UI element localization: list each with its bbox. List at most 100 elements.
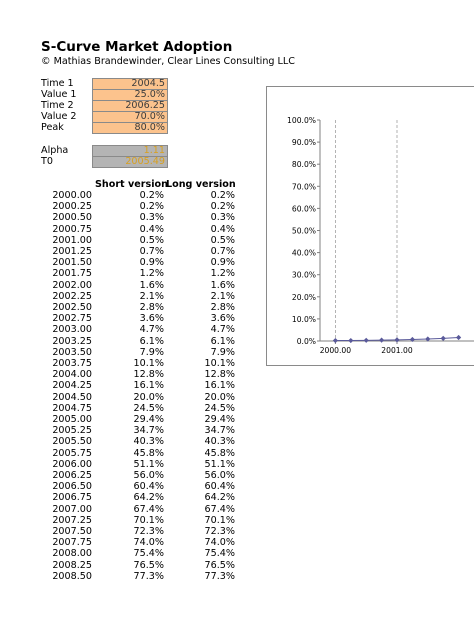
long-value-cell: 1.6% bbox=[210, 279, 235, 291]
time-cell: 2003.25 bbox=[52, 335, 92, 347]
short-value-cell: 34.7% bbox=[133, 425, 164, 437]
long-value-cell: 70.1% bbox=[204, 514, 235, 526]
time-cell: 2001.00 bbox=[52, 234, 92, 246]
table-row: 2004.50 20.0% 20.0% bbox=[0, 392, 260, 403]
short-value-cell: 60.4% bbox=[133, 481, 164, 493]
table-row: 2000.00 0.2% 0.2% bbox=[0, 190, 260, 201]
time-cell: 2007.50 bbox=[52, 526, 92, 537]
column-header-long: Long version bbox=[166, 179, 236, 190]
column-header-short: Short version bbox=[95, 179, 168, 190]
short-value-cell: 77.3% bbox=[133, 570, 164, 582]
short-value-cell: 0.2% bbox=[139, 190, 164, 201]
long-value-cell: 0.4% bbox=[210, 223, 235, 235]
long-value-cell: 67.4% bbox=[204, 503, 235, 515]
y-tick-label: 30.0% bbox=[292, 271, 316, 280]
short-value-cell: 0.7% bbox=[139, 246, 164, 257]
long-value-cell: 56.0% bbox=[204, 470, 235, 481]
time-cell: 2003.00 bbox=[52, 324, 92, 336]
data-point-marker bbox=[409, 336, 415, 343]
time-cell: 2004.50 bbox=[52, 391, 92, 403]
table-row: 2006.00 51.1% 51.1% bbox=[0, 459, 260, 470]
time-cell: 2007.25 bbox=[52, 514, 92, 526]
time-cell: 2006.00 bbox=[52, 458, 92, 470]
time-cell: 2006.50 bbox=[52, 481, 92, 493]
data-point-marker bbox=[332, 337, 338, 344]
computed-label-t0: T0 bbox=[41, 156, 53, 167]
time-cell: 2007.00 bbox=[52, 503, 92, 515]
table-row: 2006.50 60.4% 60.4% bbox=[0, 481, 260, 492]
table-row: 2002.25 2.1% 2.1% bbox=[0, 291, 260, 302]
y-tick-label: 50.0% bbox=[292, 227, 316, 236]
computed-label-alpha: Alpha bbox=[41, 145, 69, 156]
y-tick-label: 90.0% bbox=[292, 138, 316, 147]
short-value-cell: 0.5% bbox=[139, 234, 164, 246]
table-row: 2006.75 64.2% 64.2% bbox=[0, 492, 260, 503]
short-value-cell: 10.1% bbox=[133, 358, 164, 369]
time-cell: 2003.75 bbox=[52, 358, 92, 369]
long-value-cell: 64.2% bbox=[204, 492, 235, 504]
time-cell: 2001.25 bbox=[52, 246, 92, 257]
long-value-cell: 3.6% bbox=[210, 313, 235, 325]
table-row: 2005.25 34.7% 34.7% bbox=[0, 425, 260, 436]
x-tick-label: 2001.00 bbox=[381, 346, 413, 355]
short-value-cell: 51.1% bbox=[133, 458, 164, 470]
time-cell: 2006.75 bbox=[52, 492, 92, 504]
table-row: 2008.00 75.4% 75.4% bbox=[0, 548, 260, 559]
table-row: 2006.25 56.0% 56.0% bbox=[0, 470, 260, 481]
long-value-cell: 16.1% bbox=[204, 380, 235, 392]
short-value-cell: 4.7% bbox=[139, 324, 164, 336]
computed-value-t0: 2005.49 bbox=[92, 156, 168, 168]
time-cell: 2001.75 bbox=[52, 268, 92, 280]
time-cell: 2000.50 bbox=[52, 212, 92, 224]
time-cell: 2000.75 bbox=[52, 223, 92, 235]
table-row: 2007.50 72.3% 72.3% bbox=[0, 526, 260, 537]
table-row: 2004.75 24.5% 24.5% bbox=[0, 403, 260, 414]
table-row: 2002.00 1.6% 1.6% bbox=[0, 280, 260, 291]
time-cell: 2004.25 bbox=[52, 380, 92, 392]
table-row: 2008.25 76.5% 76.5% bbox=[0, 560, 260, 571]
short-value-cell: 2.1% bbox=[139, 290, 164, 302]
short-value-cell: 72.3% bbox=[133, 526, 164, 537]
page-title: S-Curve Market Adoption bbox=[41, 39, 233, 55]
y-tick-label: 0.0% bbox=[297, 337, 316, 346]
long-value-cell: 6.1% bbox=[210, 335, 235, 347]
long-value-cell: 0.7% bbox=[210, 246, 235, 257]
time-cell: 2002.25 bbox=[52, 290, 92, 302]
time-cell: 2000.00 bbox=[52, 190, 92, 201]
table-row: 2003.25 6.1% 6.1% bbox=[0, 336, 260, 347]
data-point-marker bbox=[456, 334, 462, 341]
long-value-cell: 40.3% bbox=[204, 436, 235, 448]
long-value-cell: 2.1% bbox=[210, 290, 235, 302]
table-row: 2007.00 67.4% 67.4% bbox=[0, 504, 260, 515]
table-row: 2003.50 7.9% 7.9% bbox=[0, 347, 260, 358]
data-point-marker bbox=[379, 337, 385, 343]
param-input-peak[interactable]: 80.0% bbox=[92, 122, 168, 134]
long-value-cell: 0.5% bbox=[210, 234, 235, 246]
data-point-marker bbox=[425, 336, 431, 342]
chart-frame bbox=[266, 86, 474, 366]
time-cell: 2008.50 bbox=[52, 570, 92, 582]
short-value-cell: 76.5% bbox=[133, 559, 164, 571]
time-cell: 2000.25 bbox=[52, 201, 92, 213]
time-cell: 2002.50 bbox=[52, 302, 92, 313]
param-label-value1: Value 1 bbox=[41, 89, 77, 100]
y-tick-label: 60.0% bbox=[292, 204, 316, 213]
long-value-cell: 45.8% bbox=[204, 447, 235, 459]
y-tick-label: 40.0% bbox=[292, 249, 316, 258]
table-row: 2000.25 0.2% 0.2% bbox=[0, 201, 260, 212]
short-value-cell: 1.6% bbox=[139, 279, 164, 291]
table-row: 2002.50 2.8% 2.8% bbox=[0, 302, 260, 313]
short-value-cell: 64.2% bbox=[133, 492, 164, 504]
long-value-cell: 75.4% bbox=[204, 548, 235, 560]
long-value-cell: 4.7% bbox=[210, 324, 235, 336]
param-label-time1: Time 1 bbox=[41, 78, 74, 89]
table-row: 2005.50 40.3% 40.3% bbox=[0, 436, 260, 447]
short-value-cell: 56.0% bbox=[133, 470, 164, 481]
param-label-peak: Peak bbox=[41, 122, 64, 133]
long-value-cell: 0.2% bbox=[210, 201, 235, 213]
long-value-cell: 10.1% bbox=[204, 358, 235, 369]
short-value-cell: 40.3% bbox=[133, 436, 164, 448]
long-value-cell: 72.3% bbox=[204, 526, 235, 537]
time-cell: 2004.75 bbox=[52, 402, 92, 414]
